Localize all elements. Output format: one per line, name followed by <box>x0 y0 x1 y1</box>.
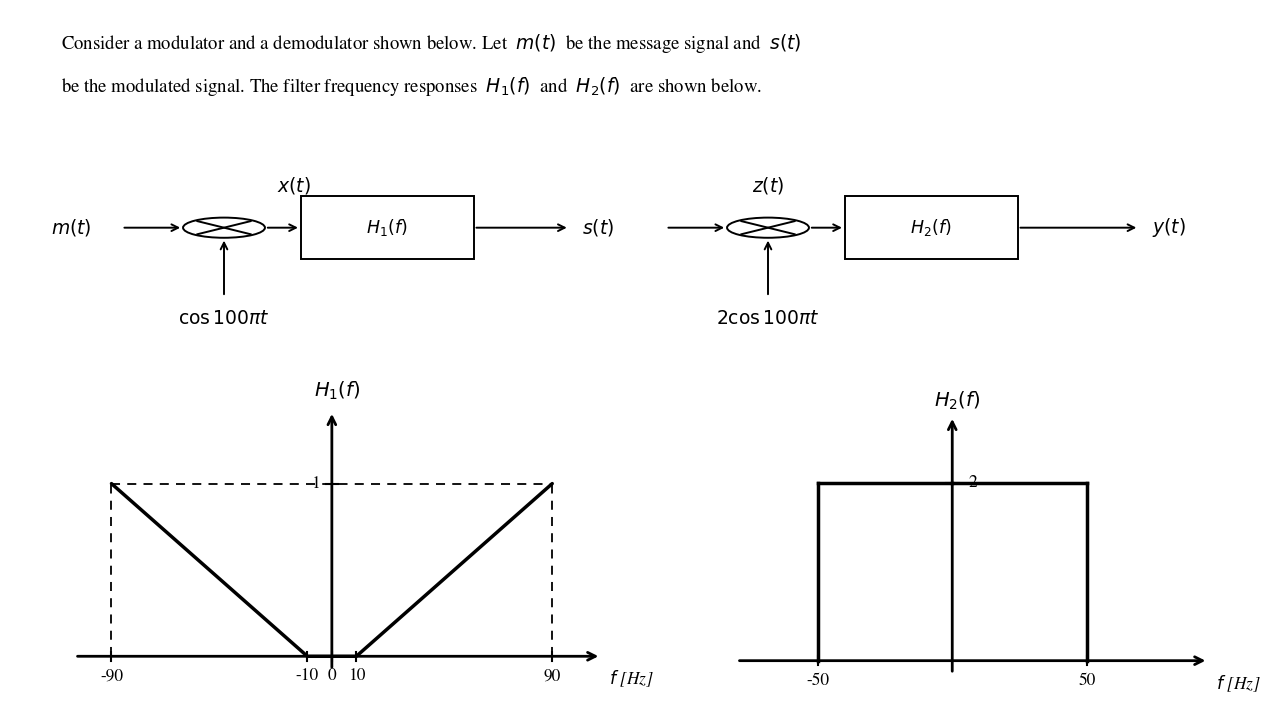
Text: $H_2(f)$: $H_2(f)$ <box>934 390 980 412</box>
Text: -10: -10 <box>296 668 319 684</box>
Text: $f$ [Hz]: $f$ [Hz] <box>1216 673 1262 694</box>
Text: 0: 0 <box>328 668 337 684</box>
Text: be the modulated signal. The filter frequency responses  $H_1(f)$  and  $H_2(f)$: be the modulated signal. The filter freq… <box>61 75 763 98</box>
Text: $s(t)$: $s(t)$ <box>582 217 614 238</box>
Text: 2: 2 <box>969 475 977 490</box>
Text: $H_2(f)$: $H_2(f)$ <box>910 217 952 238</box>
Bar <box>301 196 474 259</box>
Text: Consider a modulator and a demodulator shown below. Let  $m(t)$  be the message : Consider a modulator and a demodulator s… <box>61 32 801 55</box>
Text: $z(t)$: $z(t)$ <box>751 175 785 196</box>
Text: -90: -90 <box>100 668 123 684</box>
Text: $m(t)$: $m(t)$ <box>51 217 92 238</box>
Text: $H_1(f)$: $H_1(f)$ <box>314 380 360 402</box>
Text: $H_1(f)$: $H_1(f)$ <box>366 217 408 238</box>
Text: $\cos 100\pi t$: $\cos 100\pi t$ <box>178 309 270 328</box>
Text: 90: 90 <box>544 668 561 684</box>
Text: $x(t)$: $x(t)$ <box>278 175 311 196</box>
Text: 10: 10 <box>348 668 365 684</box>
Text: 1: 1 <box>311 475 320 492</box>
Text: -50: -50 <box>806 673 829 689</box>
Text: $f$ [Hz]: $f$ [Hz] <box>608 668 654 689</box>
Text: 50: 50 <box>1078 673 1096 689</box>
Text: $y(t)$: $y(t)$ <box>1152 216 1185 239</box>
Bar <box>845 196 1018 259</box>
Text: $2\cos 100\pi t$: $2\cos 100\pi t$ <box>717 309 819 328</box>
